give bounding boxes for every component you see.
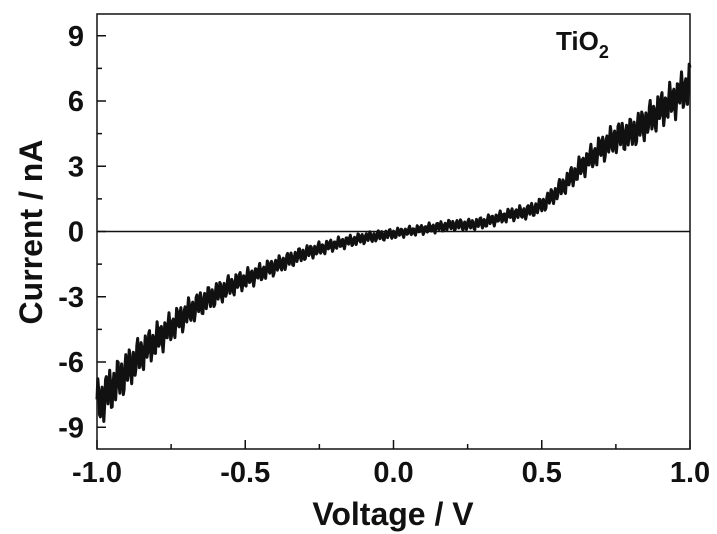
x-tick-label: 0.5 bbox=[522, 457, 562, 489]
x-tick-label: -0.5 bbox=[220, 457, 270, 489]
x-tick-label: 1.0 bbox=[670, 457, 710, 489]
x-axis-title: Voltage / V bbox=[312, 496, 474, 532]
y-tick-label: 0 bbox=[68, 217, 84, 249]
y-tick-label: 9 bbox=[68, 21, 84, 53]
x-tick-label: -1.0 bbox=[72, 457, 122, 489]
ticks-layer bbox=[96, 35, 691, 449]
annotation-subscript: 2 bbox=[599, 42, 609, 62]
annotation-main: TiO bbox=[556, 26, 599, 56]
y-tick-label: 6 bbox=[68, 86, 84, 118]
y-tick-label: -6 bbox=[58, 347, 84, 379]
y-tick-label: 3 bbox=[68, 151, 84, 183]
y-tick-label: -3 bbox=[58, 282, 84, 314]
x-tick-labels: -1.0 -0.5 0.0 0.5 1.0 bbox=[72, 457, 710, 489]
series-layer bbox=[95, 62, 692, 423]
material-annotation: TiO2 bbox=[556, 26, 609, 62]
series-line bbox=[95, 62, 692, 423]
x-tick-label: 0.0 bbox=[373, 457, 413, 489]
y-axis-title: Current / nA bbox=[13, 140, 49, 325]
y-tick-label: -9 bbox=[58, 412, 84, 444]
y-tick-labels: -9 -6 -3 0 3 6 9 bbox=[58, 21, 84, 445]
